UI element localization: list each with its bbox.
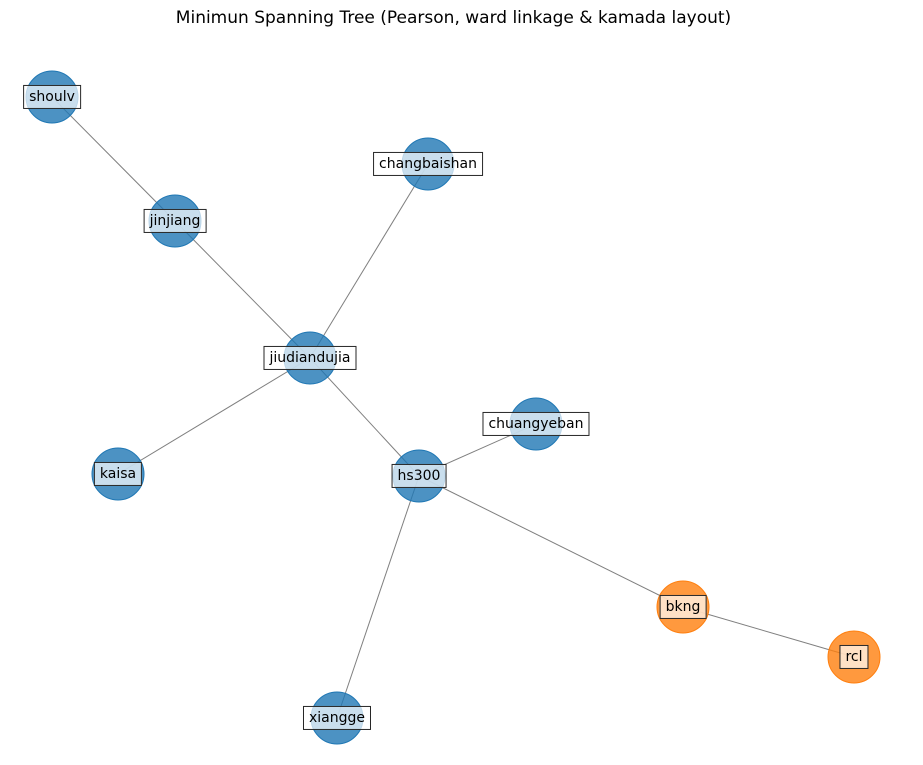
edge-shoulv-jinjiang — [51, 96, 176, 222]
node-label-kaisa: kaisa — [93, 461, 143, 487]
node-label-jiudiandujia: jiudiandujia — [263, 345, 357, 371]
edge-bkng-rcl — [682, 606, 855, 658]
node-label-shoulv: shoulv — [23, 84, 81, 110]
node-label-jinjiang: jinjiang — [143, 208, 207, 234]
node-label-xiangge: xiangge — [302, 705, 372, 731]
node-label-changbaishan: changbaishan — [373, 151, 483, 177]
chart-title: Minimun Spanning Tree (Pearson, ward lin… — [175, 8, 732, 28]
edge-jiudiandujia-kaisa — [117, 357, 311, 475]
edge-changbaishan-jiudiandujia — [309, 163, 429, 359]
edge-jinjiang-jiudiandujia — [174, 220, 311, 359]
node-label-chuangyeban: chuangyeban — [482, 411, 590, 437]
node-label-rcl: rcl — [839, 644, 869, 670]
edge-hs300-bkng — [418, 475, 684, 608]
node-label-hs300: hs300 — [391, 463, 447, 489]
edge-hs300-xiangge — [336, 475, 420, 719]
edge-jiudiandujia-hs300 — [309, 357, 420, 477]
node-label-bkng: bkng — [659, 594, 707, 620]
